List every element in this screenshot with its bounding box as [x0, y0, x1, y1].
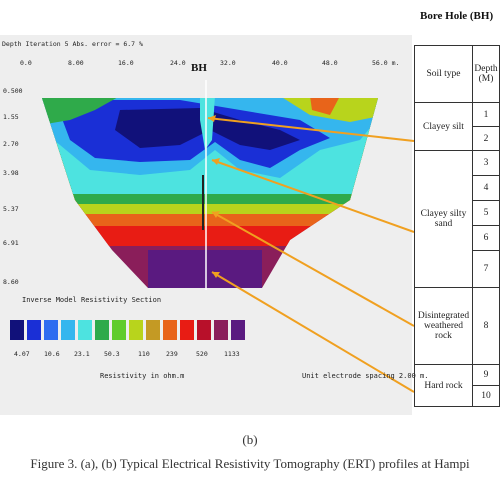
depth-cell: 4	[472, 175, 500, 201]
legend-title: Inverse Model Resistivity Section	[22, 296, 162, 304]
legend-swatch	[197, 320, 211, 340]
borehole-table: Soil type Depth (M) Clayey silt 1 2 Clay…	[414, 45, 500, 407]
legend-swatch	[146, 320, 160, 340]
legend-swatch	[95, 320, 109, 340]
x-tick: 0.0	[20, 59, 32, 67]
legend-value: 10.6	[44, 350, 60, 358]
depth-cell: 9	[472, 364, 500, 386]
legend-swatch	[231, 320, 245, 340]
legend-swatch	[112, 320, 126, 340]
legend-swatch	[27, 320, 41, 340]
y-tick: 5.37	[3, 205, 19, 213]
header-depth: Depth (M)	[472, 45, 500, 103]
ert-header: Depth Iteration 5 Abs. error = 6.7 %	[2, 40, 143, 48]
y-tick: 6.91	[3, 239, 19, 247]
y-tick: 3.98	[3, 169, 19, 177]
x-tick: 56.0 m.	[372, 59, 400, 67]
x-tick: 24.0	[170, 59, 186, 67]
borehole-label: BH	[191, 62, 207, 74]
legend-unit: Resistivity in ohm.m	[100, 372, 185, 380]
x-tick: 48.0	[322, 59, 338, 67]
figure-caption: Figure 3. (a), (b) Typical Electrical Re…	[30, 456, 470, 471]
layer-label: Clayey silt	[414, 102, 473, 151]
x-tick: 8.00	[68, 59, 84, 67]
depth-cell: 8	[472, 287, 500, 365]
depth-cell: 2	[472, 126, 500, 151]
depth-cell: 1	[472, 102, 500, 127]
legend-value: 1133	[224, 350, 240, 358]
y-tick: 2.70	[3, 140, 19, 148]
legend-value: 4.07	[14, 350, 30, 358]
depth-cell: 7	[472, 250, 500, 288]
depth-cell: 3	[472, 150, 500, 176]
legend-value: 239	[166, 350, 178, 358]
depth-cell: 10	[472, 385, 500, 407]
legend-value: 520	[196, 350, 208, 358]
legend-swatch	[180, 320, 194, 340]
legend-swatch	[44, 320, 58, 340]
legend-value: 110	[138, 350, 150, 358]
legend-swatch	[10, 320, 24, 340]
electrode-spacing: Unit electrode spacing 2.00 m.	[302, 372, 429, 380]
y-tick: 1.55	[3, 113, 19, 121]
layer-label: Disintegrated weathered rock	[414, 287, 473, 365]
depth-cell: 5	[472, 200, 500, 226]
legend-value: 23.1	[74, 350, 90, 358]
x-tick: 16.0	[118, 59, 134, 67]
legend-swatch	[61, 320, 75, 340]
legend-swatch	[78, 320, 92, 340]
x-tick: 40.0	[272, 59, 288, 67]
legend-value: 50.3	[104, 350, 120, 358]
y-tick: 0.500	[3, 87, 23, 95]
header-soil-type: Soil type	[414, 45, 473, 103]
layer-label: Clayey silty sand	[414, 150, 473, 288]
layer-label: Hard rock	[414, 364, 473, 407]
table-title: Bore Hole (BH)	[420, 10, 494, 22]
y-tick: 8.60	[3, 278, 19, 286]
legend-swatch	[214, 320, 228, 340]
x-tick: 32.0	[220, 59, 236, 67]
legend-swatch	[163, 320, 177, 340]
legend-swatch	[129, 320, 143, 340]
subfigure-label: (b)	[242, 432, 258, 447]
depth-cell: 6	[472, 225, 500, 251]
